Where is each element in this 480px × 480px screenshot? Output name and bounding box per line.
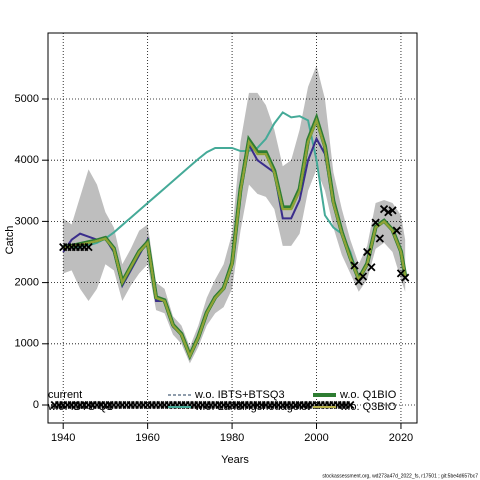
x-tick-label: 2000 [304,432,328,444]
y-axis-label: Catch [4,226,16,255]
x-tick-label: 1940 [51,432,75,444]
point-marker [363,247,372,257]
point-marker [358,272,368,281]
point-marker [384,208,393,217]
legend-label: w.o. IBTS+BTSQ3 [194,389,285,401]
y-tick-label: 2000 [15,277,39,289]
point-marker [401,273,410,282]
x-tick-label: 1960 [135,432,159,444]
y-tick-label: 5000 [15,93,39,105]
x-axis-label: Years [221,454,249,466]
y-tick-label: 3000 [15,215,39,227]
point-marker [84,242,93,252]
legend-label: current [48,389,82,401]
legend-label: w.o. IBTS Q1 [47,401,113,413]
y-tick-label: 0 [33,399,39,411]
y-tick-label: 1000 [15,338,39,350]
legend-label: w.o. Q3BIO [339,401,397,413]
x-tick-label: 1980 [220,432,244,444]
point-marker [350,261,359,270]
plot-frame [47,32,418,424]
footer: stockassessment.org, wd273a47d_2022_fs, … [322,473,478,479]
point-marker [371,218,380,227]
y-tick-label: 4000 [15,154,39,166]
point-marker [388,206,397,215]
point-marker [392,226,401,235]
legend-label: w.o. Q1BIO [339,389,397,401]
point-marker [375,234,384,243]
legend-label: w.o. Landingsheuagelst [194,401,310,413]
confidence-band [63,65,406,364]
x-tick-label: 2020 [389,432,413,444]
point-marker [346,400,355,410]
point-marker [367,263,376,272]
